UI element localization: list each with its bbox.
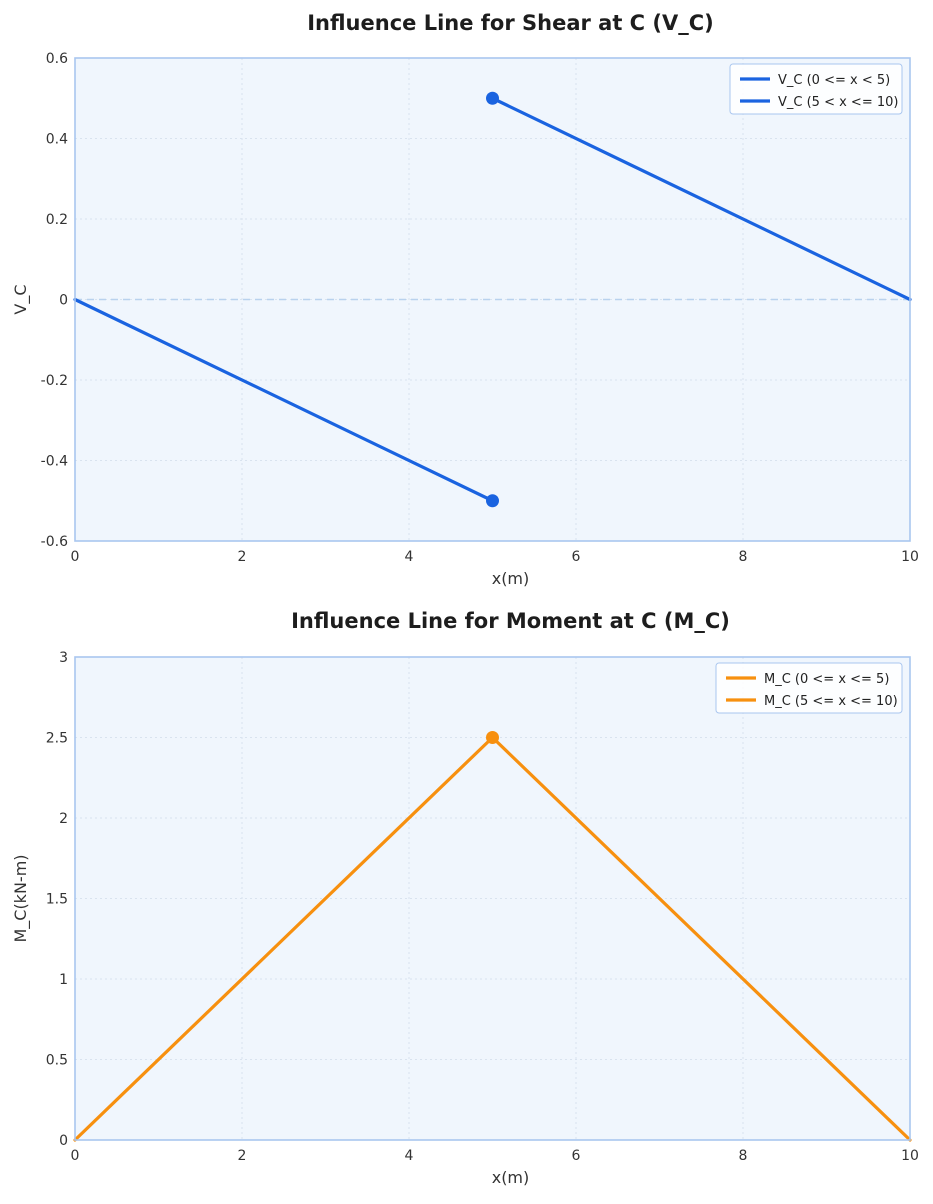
series-line-2 xyxy=(490,96,912,302)
legend-box xyxy=(729,63,903,115)
legend-entry: M_C (5 <= x <= 10) xyxy=(764,694,898,709)
y-tick-label: 0.4 xyxy=(46,132,68,148)
y-tick-label: 2.5 xyxy=(46,731,68,747)
y-tick-label: 3 xyxy=(59,650,68,666)
chart-title: Influence Line for Shear at C (V_C) xyxy=(307,11,714,35)
legend-box xyxy=(715,662,903,714)
x-tick-label: 2 xyxy=(238,1148,247,1164)
series-marker xyxy=(486,91,499,105)
series-line-2 xyxy=(490,735,912,1142)
x-tick-label: 0 xyxy=(71,549,80,565)
series-line-1 xyxy=(73,735,495,1142)
legend: M_C (0 <= x <= 5) M_C (5 <= x <= 10) xyxy=(715,662,903,714)
chart-title: Influence Line for Moment at C (M_C) xyxy=(291,609,730,633)
x-tick-label: 2 xyxy=(238,549,247,565)
legend-entry: V_C (0 <= x < 5) xyxy=(778,73,890,88)
y-tick-label: -0.2 xyxy=(41,373,68,389)
y-axis-label: M_C(kN-m) xyxy=(11,854,31,942)
y-tick-label: 0.2 xyxy=(46,212,68,228)
x-tick-label: 4 xyxy=(405,549,414,565)
series-marker xyxy=(486,494,499,508)
x-tick-label: 4 xyxy=(405,1148,414,1164)
y-tick-label: 1.5 xyxy=(46,892,68,908)
legend-entry: V_C (5 < x <= 10) xyxy=(778,95,898,110)
y-tick-label: 0.6 xyxy=(46,51,68,67)
x-tick-label: 8 xyxy=(739,549,748,565)
x-tick-label: 0 xyxy=(71,1148,80,1164)
legend-entry: M_C (0 <= x <= 5) xyxy=(764,672,889,687)
y-tick-label: -0.6 xyxy=(41,534,68,550)
x-tick-label: 6 xyxy=(572,1148,581,1164)
plot-frame xyxy=(74,656,911,1141)
x-tick-label: 10 xyxy=(901,1148,919,1164)
y-tick-label: 0.5 xyxy=(46,1053,68,1069)
x-tick-label: 6 xyxy=(572,549,581,565)
x-tick-label: 10 xyxy=(901,549,919,565)
x-axis-label: x(m) xyxy=(492,569,530,588)
x-axis-label: x(m) xyxy=(492,1168,530,1187)
y-axis-label: V_C xyxy=(11,284,31,314)
series-line-1 xyxy=(73,297,495,503)
chart-1: 0 2 4 6 8 10 -0.6 -0.4 -0.2 0 0.2 0.4 0.6 Influence L… xyxy=(11,11,919,588)
legend: V_C (0 <= x < 5) V_C (5 < x <= 10) xyxy=(729,63,903,115)
plot-frame xyxy=(74,57,911,542)
y-tick-label: 0 xyxy=(59,1133,68,1149)
y-tick-label: 1 xyxy=(59,972,68,988)
chart-2: 0 2 4 6 8 10 0 0.5 1 1.5 2 2.5 3 Influence Line for M… xyxy=(11,609,919,1187)
y-tick-label: -0.4 xyxy=(41,454,68,470)
y-tick-label: 0 xyxy=(59,293,68,309)
y-tick-label: 2 xyxy=(59,811,68,827)
x-tick-label: 8 xyxy=(739,1148,748,1164)
